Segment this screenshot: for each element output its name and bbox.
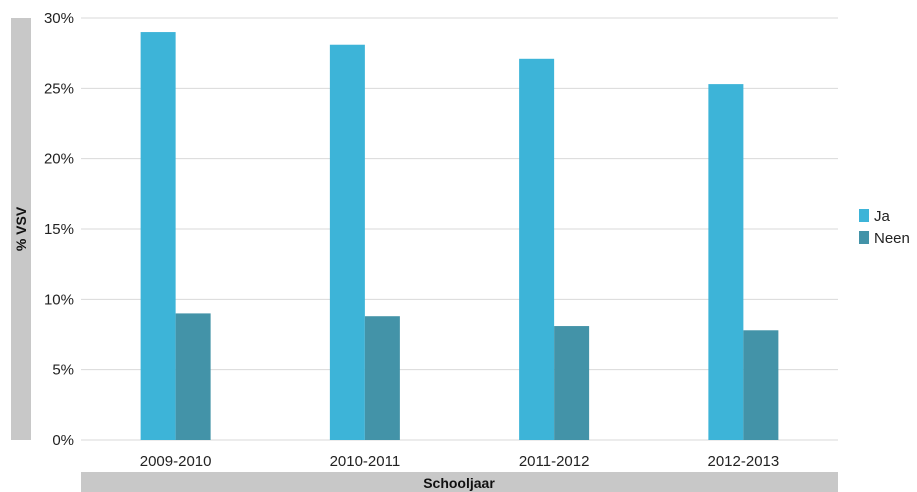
y-tick-label: 5% xyxy=(52,362,74,379)
x-tick-label: 2011-2012 xyxy=(519,453,590,470)
bar-neen-2009-2010 xyxy=(175,313,211,440)
x-tick-label: 2012-2013 xyxy=(708,453,780,470)
x-tick-label: 2009-2010 xyxy=(140,453,212,470)
y-tick-label: 20% xyxy=(44,151,74,168)
x-axis-title-band xyxy=(81,472,838,492)
y-tick-label: 25% xyxy=(44,80,74,97)
bar-neen-2011-2012 xyxy=(554,326,590,440)
x-tick-labels: 2009-2010 2010-2011 2011-2012 2012-2013 xyxy=(140,453,779,470)
bar-ja-2009-2010 xyxy=(140,32,176,441)
legend-label-neen: Neen xyxy=(874,230,910,247)
legend: Ja Neen xyxy=(859,208,910,247)
bars xyxy=(140,32,779,441)
y-tick-label: 0% xyxy=(52,432,74,449)
y-tick-labels: 0% 5% 10% 15% 20% 25% 30% xyxy=(44,10,74,449)
legend-swatch-neen xyxy=(859,231,869,244)
x-axis-title: Schooljaar xyxy=(423,475,495,491)
x-tick-label: 2010-2011 xyxy=(330,453,401,470)
y-tick-label: 15% xyxy=(44,221,74,238)
bar-ja-2012-2013 xyxy=(708,84,744,440)
bar-neen-2012-2013 xyxy=(743,330,779,440)
bar-neen-2010-2011 xyxy=(364,316,400,440)
bar-ja-2011-2012 xyxy=(519,58,555,440)
legend-swatch-ja xyxy=(859,209,869,222)
y-tick-label: 10% xyxy=(44,291,74,308)
bar-ja-2010-2011 xyxy=(329,44,365,441)
legend-label-ja: Ja xyxy=(874,208,891,225)
y-axis-title-band xyxy=(11,18,31,440)
y-axis-title: % VSV xyxy=(13,206,29,251)
y-tick-label: 30% xyxy=(44,10,74,27)
